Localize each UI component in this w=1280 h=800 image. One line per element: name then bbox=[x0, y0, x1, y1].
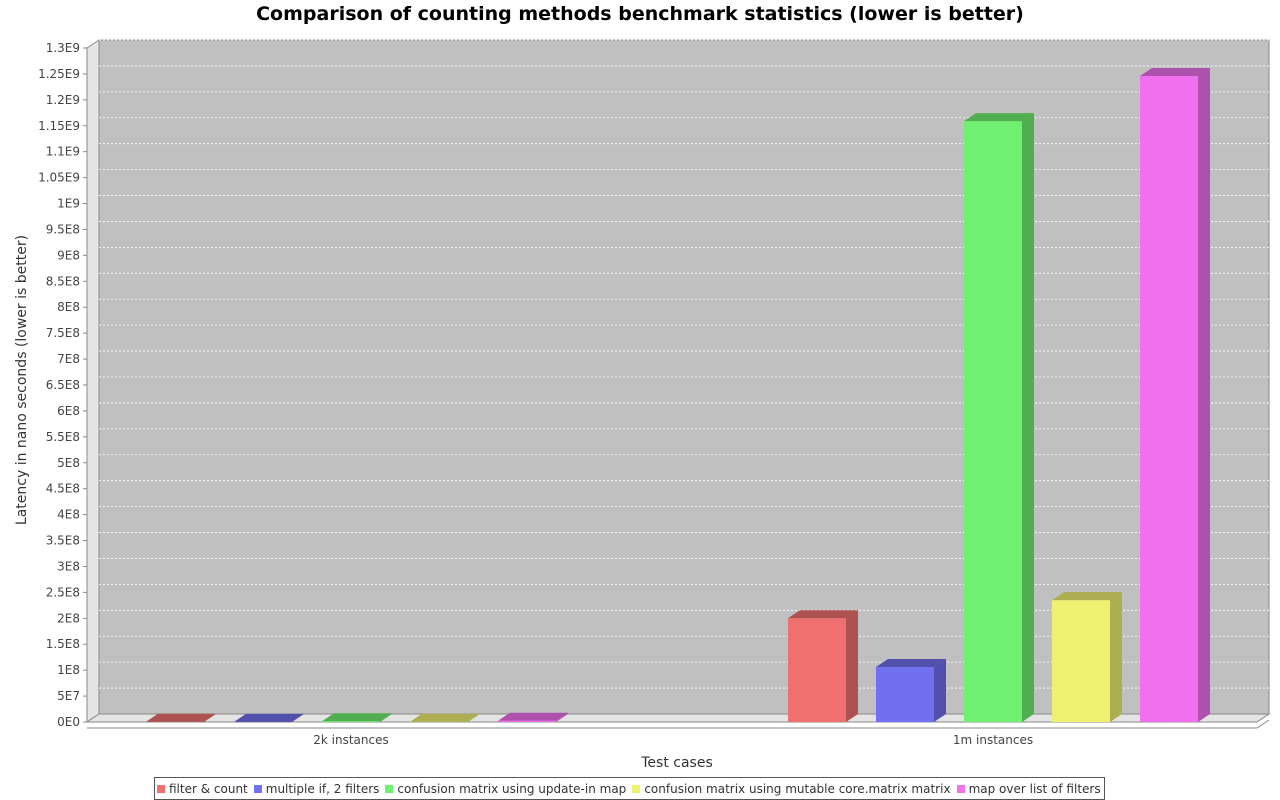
bar-side bbox=[204, 713, 216, 722]
bar-front bbox=[788, 618, 846, 722]
bar-top bbox=[234, 713, 304, 722]
bar bbox=[788, 610, 858, 722]
bar bbox=[876, 659, 946, 722]
legend-item: map over list of filters bbox=[956, 781, 1101, 796]
legend-swatch bbox=[157, 784, 165, 793]
y-tick-label: 1.1E9 bbox=[46, 145, 80, 159]
y-tick-label: 8.5E8 bbox=[46, 274, 80, 288]
legend-item: multiple if, 2 filters bbox=[253, 781, 380, 796]
bar bbox=[322, 713, 392, 722]
bar bbox=[1052, 592, 1122, 722]
legend-label: map over list of filters bbox=[968, 781, 1101, 796]
bar-front bbox=[1140, 75, 1198, 722]
legend-label: filter & count bbox=[169, 781, 248, 796]
y-tick-label: 5.5E8 bbox=[46, 430, 80, 444]
bar bbox=[1140, 67, 1210, 722]
chart-title: Comparison of counting methods benchmark… bbox=[256, 3, 1024, 25]
bar-top bbox=[322, 713, 392, 722]
legend-swatch bbox=[385, 784, 394, 793]
y-tick-label: 1.15E9 bbox=[38, 119, 80, 133]
plot-area: 0E0 5E7 1E8 1.5E8 2E8 2.5E8 3E8 3.5E8 4E8 4.5E8 5E… bbox=[38, 39, 1271, 747]
y-tick-label: 5E7 bbox=[57, 689, 80, 703]
bar-top bbox=[146, 713, 216, 722]
legend-label: confusion matrix using update-in map bbox=[397, 781, 627, 796]
bar-side bbox=[468, 713, 480, 722]
y-tick-label: 7E8 bbox=[57, 352, 80, 366]
bar-side bbox=[292, 713, 304, 722]
bar-side bbox=[1022, 113, 1034, 722]
y-tick-label: 5E8 bbox=[57, 456, 80, 470]
y-axis-title: Latency in nano seconds (lower is better… bbox=[14, 235, 30, 525]
y-tick-label: 6.5E8 bbox=[46, 378, 80, 392]
bar-side bbox=[934, 659, 946, 722]
y-tick-label: 1.5E8 bbox=[46, 637, 80, 651]
bar-top bbox=[788, 610, 858, 619]
y-tick-label: 8E8 bbox=[57, 300, 80, 314]
left-wall bbox=[86, 39, 100, 723]
y-tick-label: 1.25E9 bbox=[38, 67, 80, 81]
bar-side bbox=[380, 713, 392, 722]
y-tick-label: 1.3E9 bbox=[46, 41, 80, 55]
y-tick-label: 4.5E8 bbox=[46, 482, 80, 496]
y-tick-label: 1E8 bbox=[57, 663, 80, 677]
y-tick-label: 0E0 bbox=[57, 715, 80, 729]
y-tick-label: 3E8 bbox=[57, 559, 80, 573]
bar bbox=[146, 713, 216, 722]
y-tick-label: 1E9 bbox=[57, 197, 80, 211]
x-tick-label: 2k instances bbox=[313, 733, 389, 747]
y-tick-label: 9E8 bbox=[57, 248, 80, 262]
bar-front bbox=[498, 720, 556, 722]
bar-front bbox=[876, 667, 934, 722]
bar-front bbox=[322, 721, 380, 722]
bar-side bbox=[556, 712, 568, 722]
legend-label: confusion matrix using mutable core.matr… bbox=[644, 781, 951, 796]
y-tick-label: 6E8 bbox=[57, 404, 80, 418]
y-tick-label: 7.5E8 bbox=[46, 326, 80, 340]
y-tick-label: 1.05E9 bbox=[38, 171, 80, 185]
bar bbox=[498, 712, 568, 722]
y-tick-label: 2.5E8 bbox=[46, 585, 80, 599]
bar-chart: Comparison of counting methods benchmark… bbox=[14, 3, 1271, 771]
legend-swatch bbox=[956, 784, 965, 793]
x-axis-title: Test cases bbox=[640, 755, 713, 771]
bar bbox=[410, 713, 480, 722]
legend-item: confusion matrix using update-in map bbox=[385, 782, 626, 796]
y-tick-label: 2E8 bbox=[57, 611, 80, 625]
y-tick-label: 4E8 bbox=[57, 508, 80, 522]
legend-swatch bbox=[253, 784, 262, 793]
bar-front bbox=[1052, 600, 1110, 722]
bar-top bbox=[876, 659, 946, 668]
bar-front bbox=[964, 121, 1022, 722]
bar-top bbox=[498, 712, 568, 721]
bar-side bbox=[846, 610, 858, 722]
bar-top bbox=[964, 113, 1034, 122]
bar-side bbox=[1110, 592, 1122, 722]
legend: filter & count multiple if, 2 filters conf… bbox=[154, 777, 1105, 800]
bar-top bbox=[1052, 592, 1122, 601]
legend-label: multiple if, 2 filters bbox=[265, 781, 380, 796]
y-tick-label: 1.2E9 bbox=[46, 93, 80, 107]
y-tick-label: 9.5E8 bbox=[46, 222, 80, 236]
y-tick-label: 3.5E8 bbox=[46, 534, 80, 548]
x-axis-line-end bbox=[1256, 719, 1270, 729]
legend-item: confusion matrix using mutable core.matr… bbox=[632, 781, 951, 796]
bar bbox=[964, 113, 1034, 722]
bar-top bbox=[410, 713, 480, 722]
legend-swatch bbox=[632, 784, 641, 793]
x-tick-label: 1m instances bbox=[953, 733, 1033, 747]
bar-side bbox=[1198, 67, 1210, 722]
bar-top bbox=[1140, 67, 1210, 76]
legend-item: filter & count bbox=[157, 782, 248, 796]
bar bbox=[234, 713, 304, 722]
